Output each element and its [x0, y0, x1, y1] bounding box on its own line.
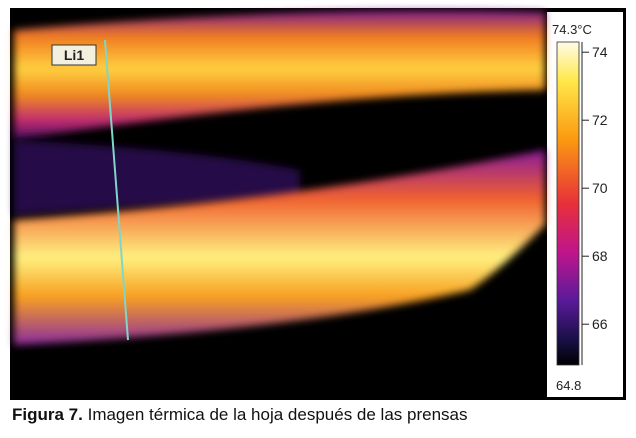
figure-graphic: Li1 74.3°C 64.8 74 72 70 68 66 — [0, 0, 636, 402]
colorbar-min-label: 64.8 — [556, 378, 581, 393]
thermal-image: Li1 — [14, 10, 545, 397]
colorbar-max-label: 74.3°C — [552, 22, 592, 37]
caption-label: Figura 7. — [12, 405, 83, 424]
colorbar-tick-label: 70 — [592, 180, 608, 196]
caption: Figura 7. Imagen térmica de la hoja desp… — [12, 405, 468, 425]
colorbar — [557, 42, 579, 365]
colorbar-tick-label: 72 — [592, 112, 608, 128]
figure: Li1 74.3°C 64.8 74 72 70 68 66 Figura 7. Image… — [0, 0, 636, 438]
caption-text: Imagen térmica de la hoja después de las… — [88, 405, 468, 424]
colorbar-tick-label: 66 — [592, 316, 608, 332]
colorbar-tick-label: 74 — [592, 44, 608, 60]
line-label: Li1 — [64, 47, 84, 63]
colorbar-tick-label: 68 — [592, 248, 608, 264]
